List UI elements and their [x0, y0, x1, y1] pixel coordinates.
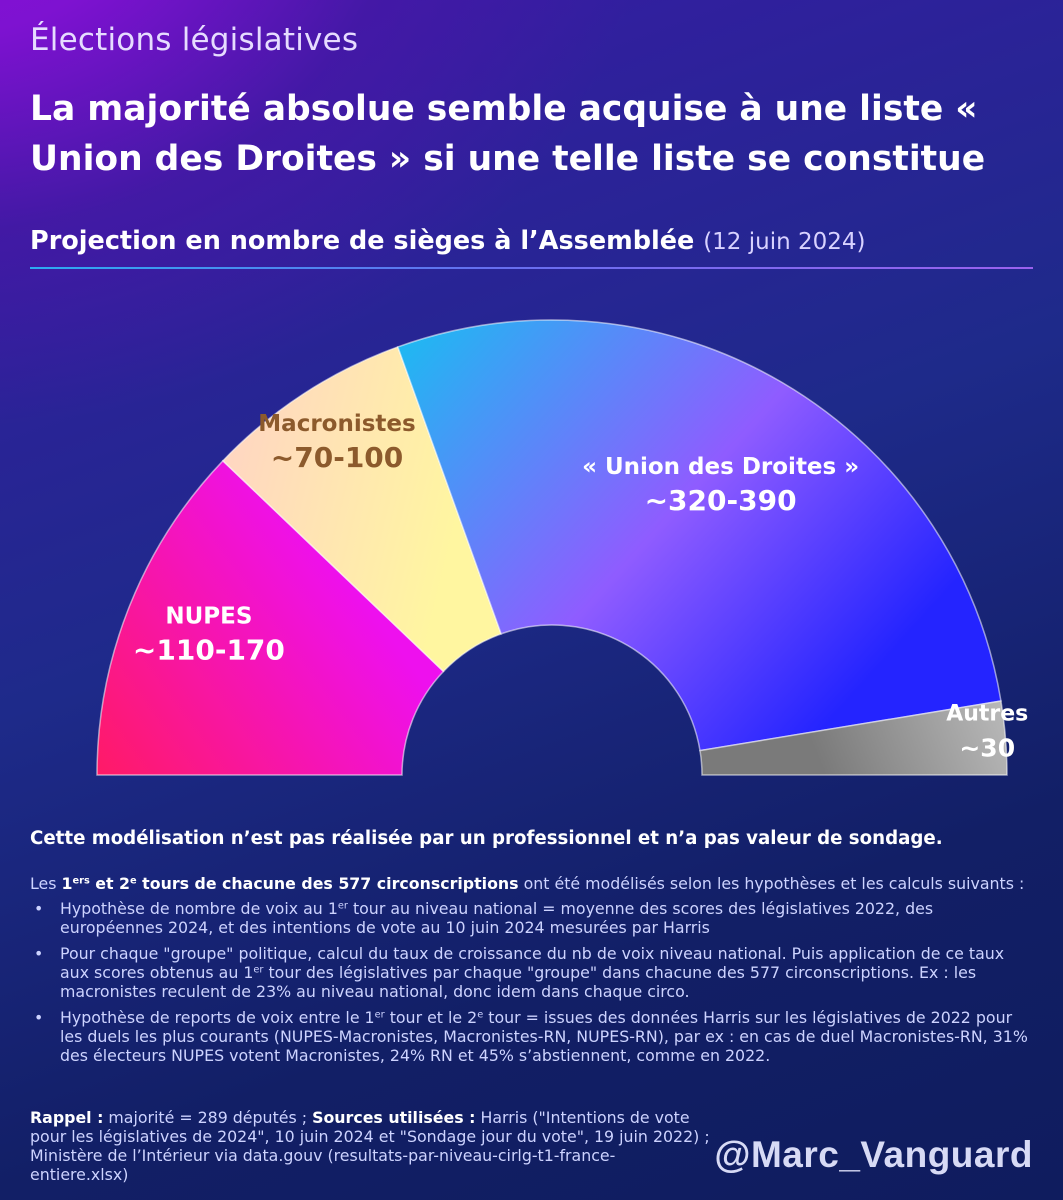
sources-footer: Rappel : majorité = 289 députés ; Source… — [30, 1108, 710, 1184]
bullet3-b: tour et le 2 — [384, 1008, 478, 1027]
chart-labels: NUPES ~110-170 Macronistes ~70-100 « Union d… — [133, 411, 1028, 763]
intro-bold-1-sup: ers — [72, 875, 90, 887]
intro-pre: Les — [30, 874, 62, 893]
bullet3-sup1: er — [374, 1009, 385, 1021]
intro-bold-3: tours de chacune des 577 circonscription… — [136, 874, 519, 893]
intro-bold-1: 1 — [61, 874, 73, 893]
methodology-list: Hypothèse de nombre de voix au 1er tour … — [30, 899, 1035, 1065]
intro-bold-2: et 2 — [89, 874, 131, 893]
intro-bold: 1ers et 2e tours de chacune des 577 circ… — [62, 874, 519, 893]
slice-name-label: « Union des Droites » — [582, 454, 859, 480]
sources-label: Sources utilisées : — [312, 1108, 476, 1127]
author-handle: @Marc_Vanguard — [714, 1134, 1033, 1175]
sources-text: Harris ("Intentions de vote pour les lég… — [30, 1108, 710, 1184]
subtitle-date: (12 juin 2024) — [703, 229, 866, 255]
divider — [30, 267, 1033, 269]
disclaimer: Cette modélisation n’est pas réalisée pa… — [30, 828, 943, 849]
bullet3-a: Hypothèse de reports de voix entre le 1 — [60, 1008, 375, 1027]
page-title: La majorité absolue semble acquise à une… — [30, 89, 986, 179]
slice-value-label: ~320-390 — [645, 484, 797, 517]
chart-slices — [96, 319, 1008, 776]
bullet2-b: tour des législatives par chaque "groupe… — [60, 963, 977, 1001]
bullet3-c: tour = issues des données Harris sur les… — [60, 1008, 1028, 1065]
slice-3 — [396, 319, 1002, 752]
rappel-text: majorité = 289 députés ; — [103, 1108, 313, 1127]
hemicycle-chart: NUPES ~110-170 Macronistes ~70-100 « Union d… — [96, 319, 1028, 776]
intro-post: ont été modélisés selon les hypothèses e… — [518, 874, 1025, 893]
slice-value-label: ~110-170 — [133, 634, 285, 667]
slice-value-label: ~30 — [959, 733, 1015, 762]
slice-2 — [221, 345, 503, 673]
slice-value-label: ~70-100 — [271, 441, 404, 474]
slice-1 — [96, 459, 445, 776]
subtitle-text: Projection en nombre de sièges à l’Assem… — [30, 226, 695, 256]
bullet1-b: tour au niveau national = moyenne des sc… — [60, 899, 934, 937]
slice-name-label: NUPES — [165, 604, 252, 630]
chart-subtitle: Projection en nombre de sièges à l’Assem… — [30, 226, 866, 256]
rappel-label: Rappel : — [30, 1108, 104, 1127]
bullet1-sup: er — [337, 900, 348, 912]
list-item: Hypothèse de reports de voix entre le 1e… — [34, 1008, 1035, 1065]
bullet1-a: Hypothèse de nombre de voix au 1 — [60, 899, 338, 918]
slice-4 — [699, 700, 1008, 776]
bullet2-a: Pour chaque "groupe" politique, calcul d… — [60, 944, 1005, 982]
slice-name-label: Autres — [946, 701, 1028, 726]
slice-name-label: Macronistes — [258, 411, 415, 437]
bullet2-sup: er — [253, 964, 264, 976]
list-item: Hypothèse de nombre de voix au 1er tour … — [34, 899, 1035, 937]
methodology: Les 1ers et 2e tours de chacune des 577 … — [30, 874, 1035, 1072]
methodology-intro: Les 1ers et 2e tours de chacune des 577 … — [30, 874, 1035, 893]
bullet3-sup2: e — [477, 1009, 484, 1021]
supertitle: Élections législatives — [30, 22, 359, 58]
list-item: Pour chaque "groupe" politique, calcul d… — [34, 944, 1035, 1001]
intro-bold-2-sup: e — [130, 875, 137, 887]
